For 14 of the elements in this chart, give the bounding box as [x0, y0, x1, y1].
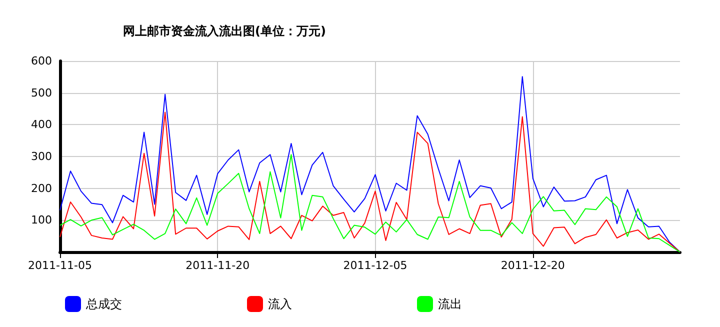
x-tick-label: 2011-12-20: [500, 259, 565, 272]
y-tick-label: 200: [31, 182, 52, 195]
y-tick-label: 600: [31, 54, 52, 68]
legend-label: 总成交: [85, 297, 122, 311]
chart-title: 网上邮市资金流入流出图(单位：万元): [123, 24, 326, 38]
x-tick-label: 2011-11-20: [186, 259, 250, 272]
x-tick-label: 2011-12-05: [343, 259, 408, 272]
y-tick-label: 100: [31, 214, 52, 227]
y-tick-label: 300: [31, 150, 52, 163]
legend-label: 流入: [268, 297, 292, 311]
y-tick-label: 400: [31, 118, 52, 132]
x-tick-label: 2011-11-05: [28, 259, 92, 272]
y-tick-label: 500: [31, 86, 52, 100]
legend-label: 流出: [438, 297, 462, 311]
